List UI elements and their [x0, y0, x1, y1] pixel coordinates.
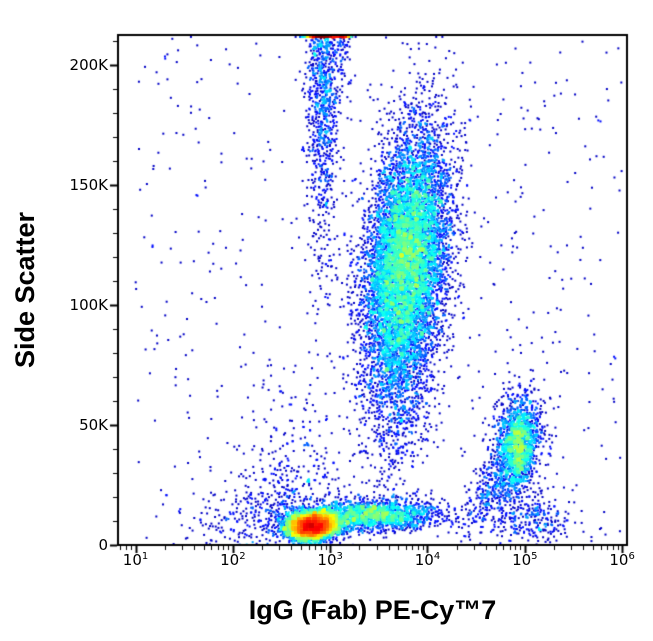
x-tick-label-10e6: 106: [609, 551, 635, 569]
x-tick-label-10e4: 104: [414, 551, 441, 569]
x-axis-title: IgG (Fab) PE-Cy™7: [248, 595, 497, 625]
y-tick-label-200K: 200K: [69, 56, 108, 74]
y-tick-label-150K: 150K: [69, 176, 108, 194]
y-tick-label-100K: 100K: [69, 296, 108, 314]
x-tick-label-10e2: 102: [220, 551, 246, 569]
y-tick-label-50K: 50K: [79, 416, 108, 434]
x-tick-label-10e1: 101: [122, 551, 149, 569]
y-axis-title: Side Scatter: [10, 211, 40, 369]
x-tick-label-10e3: 103: [317, 551, 343, 569]
x-tick-label-10e5: 105: [512, 551, 538, 569]
y-tick-label-0: 0: [98, 536, 108, 554]
